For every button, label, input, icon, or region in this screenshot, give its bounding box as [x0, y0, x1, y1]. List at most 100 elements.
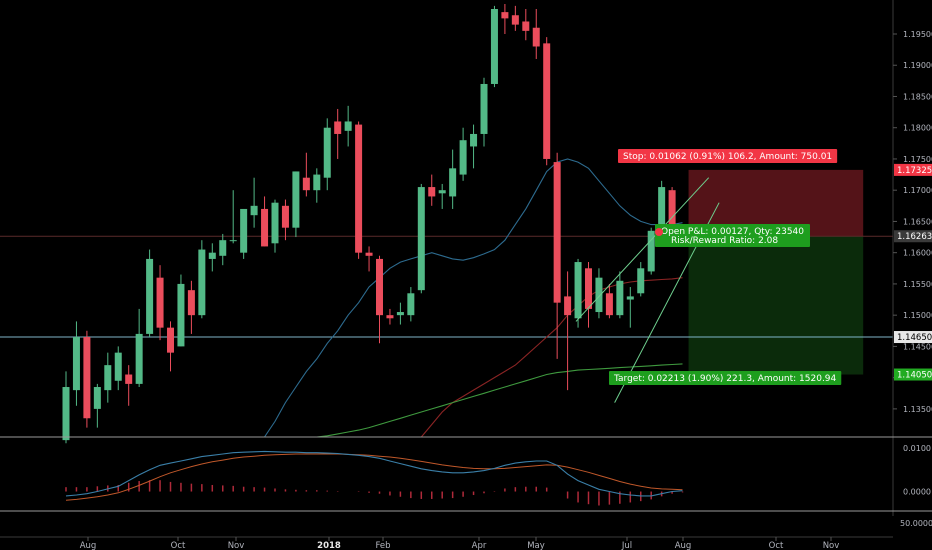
price-label-text: 1.17325 — [897, 166, 932, 176]
candle-body — [501, 12, 509, 19]
macd-tick-label: 0.0100 — [903, 444, 931, 453]
candle — [187, 280, 195, 334]
price-tick-label: 1.17000 — [903, 186, 932, 195]
candle — [376, 255, 383, 344]
stop-annotation: Stop: 0.01062 (0.91%) 106.2, Amount: 750… — [623, 152, 832, 162]
candle-body — [229, 240, 237, 242]
candle — [261, 196, 269, 247]
candle-body — [470, 133, 478, 147]
price-label-box — [894, 163, 932, 176]
candle-body — [449, 168, 457, 197]
candle — [532, 8, 540, 59]
candle — [386, 308, 394, 325]
candle-body — [595, 277, 603, 313]
candle-body — [428, 187, 436, 197]
candle — [470, 124, 478, 169]
ma-long-line — [306, 363, 683, 438]
time-axis[interactable]: Aug Oct Nov 2018 Feb Apr May Jul Aug Oct Nov — [80, 537, 840, 550]
target-annotation-box — [609, 371, 842, 385]
rsi-tick-label: 50.0000 — [900, 519, 932, 528]
candle-body — [637, 268, 645, 294]
price-tick-label: 1.15500 — [903, 280, 932, 289]
candle-body — [125, 374, 133, 384]
candle — [83, 330, 91, 428]
candle-body — [62, 387, 70, 441]
price-tick-label: 1.15000 — [903, 311, 932, 320]
candle — [511, 5, 519, 31]
candle-body — [146, 258, 154, 334]
candlestick-series — [62, 4, 676, 444]
candle — [428, 174, 436, 206]
candle-body — [376, 258, 383, 316]
candle-body — [334, 121, 342, 134]
candle-body — [647, 230, 655, 272]
candle — [114, 346, 122, 391]
candle-body — [292, 171, 300, 228]
candle-body — [396, 312, 404, 316]
time-tick-label: Jul — [621, 541, 632, 550]
candle-body — [407, 293, 415, 316]
candle-body — [626, 296, 634, 300]
price-tick-label: 1.18500 — [903, 92, 932, 101]
candle — [334, 108, 342, 159]
candle — [198, 240, 206, 319]
candle — [438, 183, 446, 209]
time-tick-label: Aug — [80, 541, 97, 550]
candle-body — [386, 315, 394, 319]
price-label-text: 1.16263 — [897, 232, 932, 242]
candle — [250, 177, 258, 228]
macd-signal-line — [65, 453, 683, 501]
candle — [281, 199, 289, 241]
candle-body — [585, 268, 592, 309]
candle — [62, 371, 70, 444]
candle-body — [564, 296, 572, 316]
candle-body — [187, 290, 195, 316]
candle-body — [114, 352, 122, 381]
candle — [240, 208, 248, 259]
candle — [626, 287, 634, 328]
rsi-axis: 50.0000 — [900, 519, 932, 528]
candle — [490, 5, 498, 88]
long-position-tool[interactable] — [688, 169, 864, 375]
candle — [355, 121, 363, 259]
candle-body — [281, 205, 289, 228]
candle-body — [365, 252, 373, 256]
candle — [125, 365, 133, 406]
candle-body — [438, 190, 446, 194]
candle — [93, 383, 101, 428]
candle-body — [219, 240, 227, 256]
candle-body — [167, 327, 174, 353]
candle-body — [658, 187, 666, 231]
candle-body — [271, 202, 279, 244]
entry-handle[interactable] — [655, 228, 663, 236]
candle — [595, 268, 603, 319]
candle-body — [668, 190, 676, 237]
candle-body — [177, 283, 185, 347]
candle-body — [480, 83, 488, 134]
time-tick-label: 2018 — [317, 541, 341, 550]
candle — [553, 152, 561, 359]
candle-body — [198, 249, 206, 316]
candle-body — [313, 174, 321, 191]
candle-body — [93, 387, 101, 409]
price-axis[interactable]: 1.19500 1.19000 1.18500 1.18000 1.17500 1.170… — [893, 30, 932, 414]
candle-body — [72, 337, 80, 391]
candle-body — [355, 124, 363, 253]
candle — [616, 271, 624, 319]
candle — [313, 168, 321, 203]
candle — [501, 4, 509, 34]
candle — [135, 308, 143, 388]
candle — [449, 149, 457, 209]
candle — [344, 105, 352, 147]
candle-body — [135, 333, 143, 384]
candle — [365, 246, 373, 272]
candle — [302, 152, 310, 197]
price-label-box — [894, 368, 932, 381]
price-tick-label: 1.13500 — [903, 405, 932, 414]
macd-pane — [65, 450, 684, 506]
candle-body — [208, 252, 216, 259]
candle-body — [511, 15, 519, 25]
take-profit-zone[interactable] — [688, 236, 864, 375]
candle-body — [83, 337, 91, 419]
